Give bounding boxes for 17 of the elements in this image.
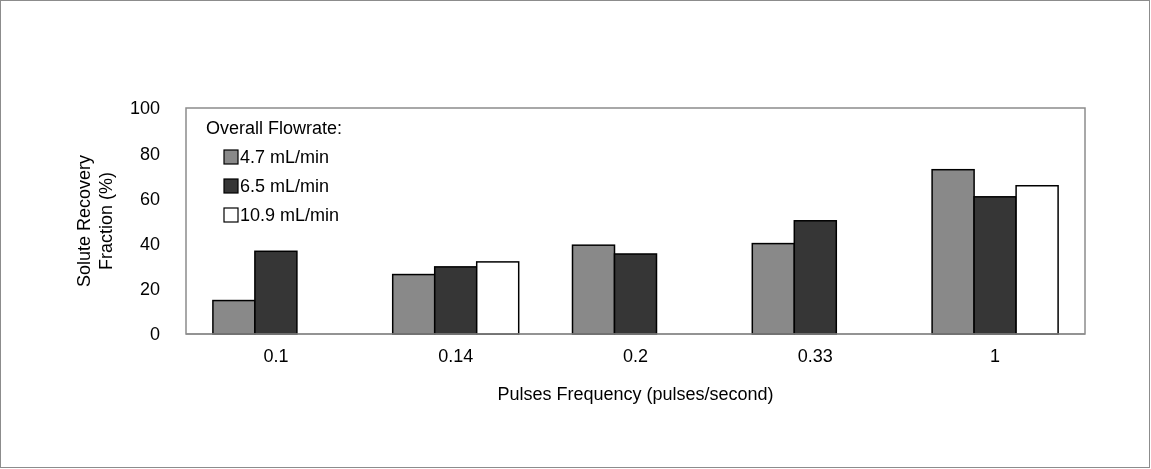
legend-label: 10.9 mL/min bbox=[240, 205, 340, 226]
y-tick-label: 60 bbox=[139, 188, 160, 209]
legend-label: 6.5 mL/min bbox=[240, 176, 330, 197]
y-tick-label: 0 bbox=[149, 324, 160, 345]
x-tick-label: 0.1 bbox=[263, 346, 289, 366]
legend-title: Overall Flowrate: bbox=[206, 118, 343, 139]
y-tick-label: 100 bbox=[129, 98, 160, 119]
y-axis-title: Solute Recovery Fraction (%) bbox=[74, 154, 116, 288]
x-axis-title: Pulses Frequency (pulses/second) bbox=[497, 384, 774, 404]
y-tick-label: 40 bbox=[139, 233, 160, 254]
x-tick-label: 1 bbox=[990, 346, 1001, 366]
legend-label: 4.7 mL/min bbox=[240, 147, 330, 168]
y-tick-label: 20 bbox=[139, 279, 160, 300]
y-tick-label: 80 bbox=[139, 143, 160, 164]
x-tick-label: 0.33 bbox=[797, 346, 833, 366]
x-tick-label: 0.2 bbox=[622, 346, 649, 366]
x-tick-label: 0.14 bbox=[438, 346, 474, 366]
